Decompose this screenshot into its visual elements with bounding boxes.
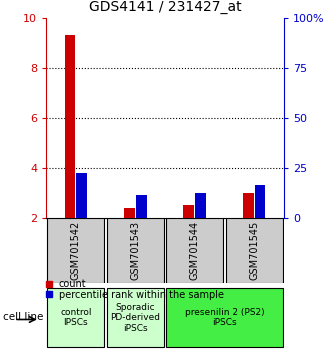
Bar [48, 218, 104, 282]
Bar [65, 35, 75, 218]
Text: presenilin 2 (PS2)
iPSCs: presenilin 2 (PS2) iPSCs [184, 308, 264, 327]
Bar [183, 205, 194, 218]
Bar [124, 208, 135, 218]
Title: GDS4141 / 231427_at: GDS4141 / 231427_at [89, 0, 241, 14]
Bar [226, 218, 282, 282]
Bar [107, 218, 164, 282]
Text: GSM701543: GSM701543 [130, 221, 140, 280]
Bar [255, 185, 265, 218]
Bar [243, 193, 253, 218]
Bar [195, 193, 206, 218]
Text: GSM701545: GSM701545 [249, 221, 259, 280]
Text: cell line: cell line [3, 312, 44, 322]
Text: GSM701544: GSM701544 [190, 221, 200, 280]
Bar [48, 288, 104, 348]
Text: count: count [59, 279, 86, 289]
Bar [77, 173, 87, 218]
Bar [166, 218, 223, 282]
Text: percentile rank within the sample: percentile rank within the sample [59, 290, 224, 300]
Bar [136, 195, 147, 218]
Text: control
IPSCs: control IPSCs [60, 308, 92, 327]
Bar [166, 288, 282, 348]
Text: Sporadic
PD-derived
iPSCs: Sporadic PD-derived iPSCs [110, 303, 160, 333]
Text: GSM701542: GSM701542 [71, 221, 81, 280]
Bar [107, 288, 164, 348]
